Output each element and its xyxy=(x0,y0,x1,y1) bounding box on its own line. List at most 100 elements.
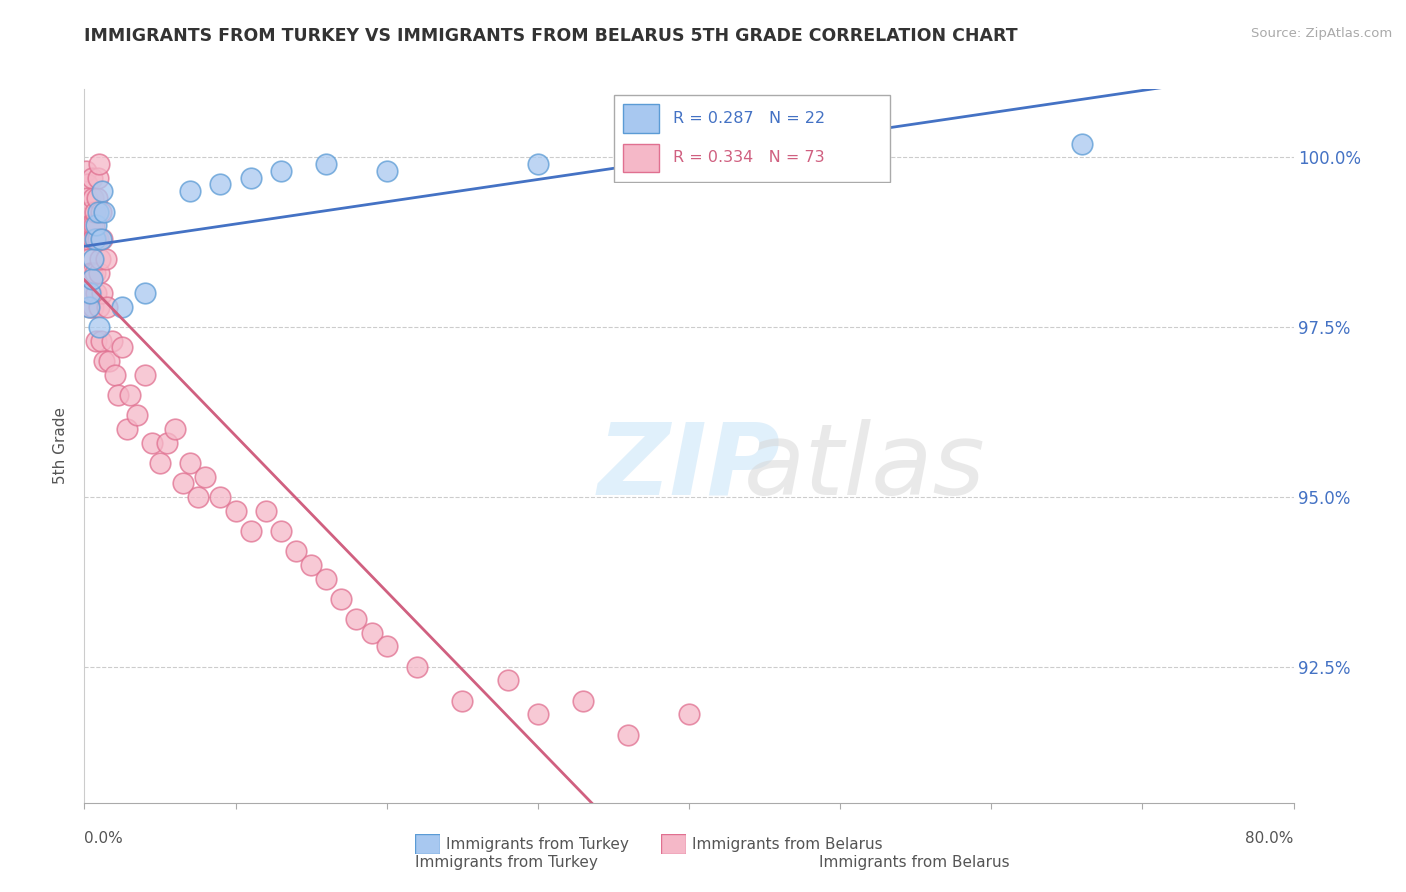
Point xyxy=(723,150,745,164)
Point xyxy=(678,707,700,722)
Point xyxy=(111,300,134,314)
Text: R = 0.334   N = 73: R = 0.334 N = 73 xyxy=(673,151,825,165)
Text: R = 0.287   N = 22: R = 0.287 N = 22 xyxy=(673,112,825,126)
Text: ZIP: ZIP xyxy=(598,419,780,516)
Point xyxy=(115,422,138,436)
Point xyxy=(572,694,595,708)
Point xyxy=(84,266,107,280)
Point xyxy=(82,232,104,246)
Point xyxy=(83,218,105,232)
Point xyxy=(84,286,107,301)
Point xyxy=(165,422,187,436)
Point xyxy=(87,204,110,219)
Point xyxy=(156,435,179,450)
Point xyxy=(111,341,134,355)
Point xyxy=(91,184,114,198)
Point xyxy=(527,707,550,722)
Point xyxy=(194,469,217,483)
Point xyxy=(406,660,429,674)
Point xyxy=(285,544,308,558)
Point xyxy=(77,232,100,246)
Text: 0.0%: 0.0% xyxy=(84,831,124,846)
Point xyxy=(82,252,104,266)
Point xyxy=(179,184,201,198)
Point xyxy=(79,218,101,232)
Point xyxy=(80,266,103,280)
Point xyxy=(89,252,111,266)
Point xyxy=(254,503,277,517)
Point xyxy=(179,456,201,470)
Point xyxy=(315,572,337,586)
Text: IMMIGRANTS FROM TURKEY VS IMMIGRANTS FROM BELARUS 5TH GRADE CORRELATION CHART: IMMIGRANTS FROM TURKEY VS IMMIGRANTS FRO… xyxy=(84,27,1018,45)
Point xyxy=(86,218,108,232)
Point xyxy=(84,232,107,246)
Point xyxy=(76,191,98,205)
Point xyxy=(315,157,337,171)
Point xyxy=(89,157,111,171)
Point xyxy=(76,218,98,232)
Point xyxy=(77,300,100,314)
Point xyxy=(80,170,103,185)
Point xyxy=(225,503,247,517)
Point xyxy=(299,558,322,572)
Text: Immigrants from Belarus: Immigrants from Belarus xyxy=(692,838,883,852)
Point xyxy=(360,626,382,640)
Point xyxy=(77,204,100,219)
Point xyxy=(97,354,120,368)
Point xyxy=(346,612,368,626)
Y-axis label: 5th Grade: 5th Grade xyxy=(53,408,69,484)
Point xyxy=(527,157,550,171)
Point xyxy=(84,204,107,219)
Point xyxy=(94,252,117,266)
Point xyxy=(270,524,292,538)
Point xyxy=(87,232,110,246)
Point xyxy=(96,300,118,314)
Point xyxy=(87,300,110,314)
Point xyxy=(134,368,156,382)
Text: Source: ZipAtlas.com: Source: ZipAtlas.com xyxy=(1251,27,1392,40)
Point xyxy=(270,163,292,178)
Point xyxy=(79,286,101,301)
Point xyxy=(86,191,108,205)
Text: Immigrants from Turkey: Immigrants from Turkey xyxy=(446,838,628,852)
Point xyxy=(141,435,163,450)
Point xyxy=(77,252,100,266)
Point xyxy=(89,320,111,334)
Point xyxy=(80,218,103,232)
Text: Immigrants from Turkey: Immigrants from Turkey xyxy=(415,855,598,870)
Point xyxy=(127,409,149,423)
Point xyxy=(496,673,519,688)
Point xyxy=(87,170,110,185)
Point xyxy=(79,266,101,280)
Point xyxy=(90,204,112,219)
Point xyxy=(82,191,104,205)
Point xyxy=(93,204,115,219)
Point xyxy=(172,476,194,491)
Point xyxy=(75,163,97,178)
Point xyxy=(375,640,398,654)
Point xyxy=(617,728,640,742)
Point xyxy=(86,334,108,348)
Point xyxy=(79,300,101,314)
Point xyxy=(90,232,112,246)
Point xyxy=(82,300,104,314)
Point xyxy=(239,524,262,538)
Point xyxy=(90,232,112,246)
Point xyxy=(1071,136,1094,151)
Point xyxy=(209,178,232,192)
Point xyxy=(330,591,353,606)
Point xyxy=(80,272,103,286)
Point xyxy=(149,456,172,470)
Bar xyxy=(623,104,659,133)
Point xyxy=(134,286,156,301)
Point xyxy=(91,286,114,301)
Point xyxy=(89,266,111,280)
Point xyxy=(104,368,127,382)
Point xyxy=(451,694,474,708)
Point xyxy=(100,334,122,348)
Point xyxy=(209,490,232,504)
Point xyxy=(118,388,141,402)
FancyBboxPatch shape xyxy=(614,95,890,182)
Point xyxy=(107,388,129,402)
Text: 80.0%: 80.0% xyxy=(1246,831,1294,846)
